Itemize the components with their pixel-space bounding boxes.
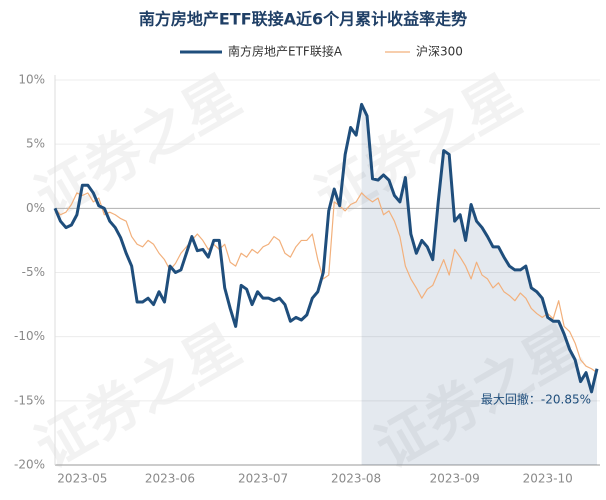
x-tick-label: 2023-07 <box>238 472 288 486</box>
x-tick-label: 2023-10 <box>523 472 573 486</box>
y-tick-label: 5% <box>26 137 45 151</box>
annotation: 最大回撤：-20.85% <box>481 392 591 407</box>
legend-label: 南方房地产ETF联接A <box>228 44 343 59</box>
x-tick-label: 2023-09 <box>430 472 480 486</box>
y-tick-label: 0% <box>26 201 45 215</box>
drawdown-area <box>361 104 597 465</box>
x-tick-label: 2023-08 <box>331 472 381 486</box>
x-tick-label: 2023-06 <box>145 472 195 486</box>
y-tick-label: -10% <box>14 329 45 343</box>
watermark: 证券之星 <box>25 313 251 481</box>
y-tick-label: -15% <box>14 393 45 407</box>
y-tick-label: 10% <box>18 73 45 87</box>
series-line <box>54 192 598 374</box>
y-tick-label: -20% <box>14 458 45 472</box>
legend-label: 沪深300 <box>416 45 463 59</box>
y-tick-label: -5% <box>22 265 45 279</box>
watermark: 证券之星 <box>25 63 251 231</box>
x-tick-label: 2023-05 <box>57 472 107 486</box>
chart-title: 南方房地产ETF联接A近6个月累计收益率走势 <box>139 10 467 29</box>
series-line <box>53 102 599 394</box>
